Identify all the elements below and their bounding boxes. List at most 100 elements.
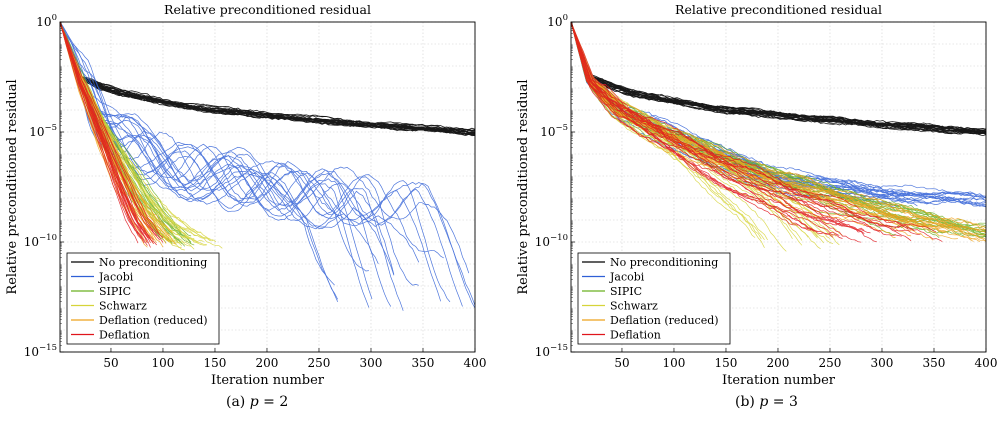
series-line-5-run-3 [570,21,921,236]
chart-title: Relative preconditioned residual [164,2,371,17]
x-tick-label: 50 [614,356,629,370]
x-tick-label: 350 [923,356,946,370]
series-line-1-run-14 [59,21,419,286]
series-line-1-run-9 [59,21,476,309]
caption-a: (a) p = 2 [226,394,288,410]
series-line-5-run-13 [570,21,815,232]
caption-a-prefix: (a) [226,394,250,410]
x-tick-label: 300 [871,356,894,370]
series-line-5-run-4 [570,21,843,239]
x-tick-label: 150 [715,356,738,370]
series-line-5-run-18 [59,21,151,243]
legend-label: Jacobi [609,271,645,284]
legend-label: SIPIC [610,285,642,298]
series-line-5-run-11 [570,21,915,232]
x-tick-label: 100 [152,356,175,370]
series-line-5-run-13 [59,21,164,243]
series-5 [570,21,943,243]
series-5 [59,21,164,248]
series-line-0-run-15 [59,21,476,132]
y-tick-label: 10−10 [535,233,568,249]
caption-b-suffix: = 3 [768,394,798,410]
legend-label: Deflation (reduced) [610,314,719,327]
x-tick-label: 350 [412,356,435,370]
series-line-0-run-18 [59,21,476,134]
legend-label: Schwarz [99,300,147,313]
series-line-0-run-17 [59,21,476,136]
x-tick-label: 250 [308,356,331,370]
legend-label: SIPIC [99,285,131,298]
x-axis-label: Iteration number [722,373,836,388]
series-line-1-run-8 [59,21,444,259]
series-line-5-run-12 [59,21,145,242]
y-tick-label: 100 [36,13,57,29]
chart-panel-0: 50 100 150 200 250 300 350 400 10−15 10−10 10−5 100… [5,2,486,388]
caption-b-prefix: (b) [735,394,760,410]
x-tick-label: 200 [256,356,279,370]
series-line-5-run-19 [59,21,161,241]
x-tick-label: 400 [464,356,487,370]
legend-label: No preconditioning [610,256,718,269]
legend-box [66,252,220,345]
y-tick-label: 100 [547,13,568,29]
chart-title: Relative preconditioned residual [675,2,882,17]
y-tick-label: 10−15 [24,343,57,359]
series-line-4-run-9 [570,21,987,232]
caption-a-suffix: = 2 [258,394,289,410]
series-line-5-run-0 [570,21,909,229]
series-line-0-run-16 [59,21,476,132]
caption-b-symbol: p [759,394,769,410]
series-0 [570,21,987,137]
series-line-0-run-9 [570,21,987,134]
series-line-5-run-6 [59,21,139,244]
caption-a-symbol: p [249,394,259,410]
x-tick-label: 50 [103,356,118,370]
series-line-1-run-5 [59,21,470,274]
legend: No preconditioningJacobiSIPICSchwarzDefl… [66,252,220,345]
x-tick-label: 150 [204,356,227,370]
series-line-5-run-16 [570,21,871,234]
chart-panel-1: 50 100 150 200 250 300 350 400 10−15 10−10 10−5 100… [516,2,997,388]
series-line-1-run-12 [59,21,476,306]
caption-b: (b) p = 3 [735,394,798,410]
y-tick-label: 10−5 [540,123,568,139]
x-axis-label: Iteration number [211,373,325,388]
series-line-5-run-19 [570,21,834,238]
series-1 [59,21,476,311]
series-line-1-run-10 [59,21,339,300]
series-0 [59,21,476,137]
legend-label: No preconditioning [99,256,207,269]
series-line-5-run-7 [570,21,840,236]
series-group [59,21,476,311]
x-tick-label: 250 [819,356,842,370]
series-line-1-run-17 [59,21,339,303]
series-line-0-run-19 [59,21,476,136]
legend-label: Schwarz [610,300,658,313]
y-tick-label: 10−5 [29,123,57,139]
x-tick-label: 200 [767,356,790,370]
series-line-0-run-19 [570,21,987,134]
legend-label: Deflation [99,329,150,342]
axes-box [59,21,476,353]
legend-label: Deflation [610,329,661,342]
x-tick-label: 400 [975,356,998,370]
legend-box [577,252,731,345]
series-line-1-run-19 [59,21,395,275]
x-tick-label: 100 [663,356,686,370]
series-line-5-run-16 [59,21,151,248]
legend-label: Deflation (reduced) [99,314,208,327]
series-line-0-run-15 [570,21,987,134]
legend: No preconditioningJacobiSIPICSchwarzDefl… [577,252,731,345]
y-axis-label: Relative preconditioned residual [516,79,531,294]
y-tick-label: 10−15 [535,343,568,359]
series-line-5-run-9 [59,21,154,241]
series-line-5-run-9 [570,21,943,242]
series-line-5-run-12 [570,21,877,243]
series-line-1-run-6 [59,21,463,307]
legend-label: Jacobi [98,271,134,284]
series-line-5-run-17 [570,21,902,237]
y-tick-label: 10−10 [24,233,57,249]
axes-box [570,21,987,353]
series-line-4-run-8 [570,21,896,238]
